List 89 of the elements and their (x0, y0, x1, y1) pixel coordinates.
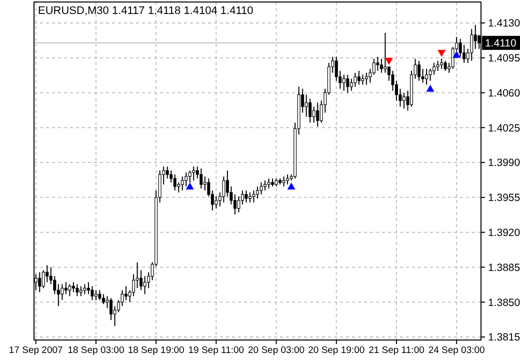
candlestick (180, 176, 184, 191)
candlestick (222, 176, 226, 203)
candlestick (170, 170, 173, 183)
candlestick (94, 290, 98, 301)
point (287, 182, 296, 190)
candlestick (83, 284, 86, 295)
point (452, 50, 461, 58)
chart-title: EURUSD,M30 1.4117 1.4118 1.4104 1.4110 (38, 5, 254, 17)
y-tick-label: 1.4130 (488, 18, 520, 30)
candlestick (248, 192, 252, 203)
candlestick (304, 94, 308, 118)
x-tick-label: 17 Sep 2007 (8, 345, 63, 356)
candlestick (402, 92, 406, 110)
candlestick (470, 28, 474, 62)
candlestick (474, 24, 477, 50)
candlestick (38, 272, 42, 293)
point (438, 50, 446, 57)
y-tick-label: 1.3955 (488, 192, 520, 204)
x-tick-label: 20 Sep 03:00 (248, 345, 305, 356)
candlestick (308, 98, 312, 124)
candlestick (282, 176, 286, 187)
candlestick (177, 182, 180, 193)
candlestick (64, 282, 68, 295)
candlestick (418, 60, 421, 82)
candlestick (244, 190, 248, 203)
y-tick-label: 1.3850 (488, 296, 520, 309)
candlestick (143, 276, 146, 295)
point (384, 58, 393, 65)
candlestick (364, 72, 368, 86)
candlestick (376, 56, 380, 72)
candlestick (346, 74, 350, 94)
candlestick (421, 68, 424, 84)
candlestick (68, 284, 72, 297)
y-tick-label: 1.3815 (488, 332, 520, 344)
y-tick-label: 1.4025 (488, 122, 520, 134)
candlestick (444, 60, 447, 72)
candlestick (354, 72, 357, 88)
candlestick (237, 196, 240, 213)
candlestick (267, 178, 270, 189)
candlestick (286, 174, 290, 185)
x-tick-label: 18 Sep 19:00 (128, 345, 184, 356)
candlestick (361, 74, 364, 86)
candlestick (203, 176, 206, 191)
candlestick (264, 180, 267, 191)
candlestick (46, 264, 49, 283)
candlestick (357, 70, 360, 86)
candlestick (192, 166, 196, 181)
x-tick-label: 20 Sep 19:00 (308, 345, 365, 356)
candlestick (124, 286, 128, 301)
y-tick-label: 1.4095 (488, 52, 520, 65)
candlestick (312, 106, 316, 124)
candlestick (260, 182, 263, 195)
candlestick (188, 170, 192, 183)
candlestick (173, 174, 176, 191)
x-tick-label: 19 Sep 11:00 (188, 345, 244, 356)
candlestick (98, 290, 102, 301)
y-tick-label: 1.4060 (488, 87, 520, 100)
candlestick (342, 74, 346, 92)
candlestick (384, 32, 387, 74)
candlestick (76, 284, 79, 297)
candlestick (214, 196, 218, 209)
candlestick (240, 190, 244, 205)
candlestick (436, 60, 440, 72)
candlestick (79, 286, 82, 297)
candlestick (72, 282, 75, 293)
x-tick-label: 24 Sep 03:00 (428, 345, 485, 356)
ref-line-label: 1.4110 (485, 38, 516, 50)
candlestick (252, 190, 256, 203)
x-tick-label: 18 Sep 03:00 (68, 345, 124, 356)
y-tick-label: 1.3990 (488, 157, 520, 170)
y-tick-label: 1.3885 (488, 262, 520, 274)
candlestick (166, 166, 169, 179)
candlestick (256, 186, 259, 199)
candlestick (200, 168, 203, 189)
candlestick (425, 68, 428, 86)
candlestick (440, 58, 444, 70)
point (426, 84, 434, 92)
candlestick (110, 298, 113, 321)
candlestick (184, 172, 188, 187)
candlestick (136, 262, 139, 289)
candlestick (102, 294, 105, 305)
candlestick (233, 194, 236, 215)
candlestick (316, 102, 320, 128)
candlestick (372, 58, 376, 76)
point (186, 182, 194, 190)
x-tick-label: 21 Sep 11:00 (368, 345, 424, 356)
y-tick-label: 1.3920 (488, 226, 520, 239)
candlestick (90, 286, 94, 301)
candlestick (56, 284, 60, 307)
